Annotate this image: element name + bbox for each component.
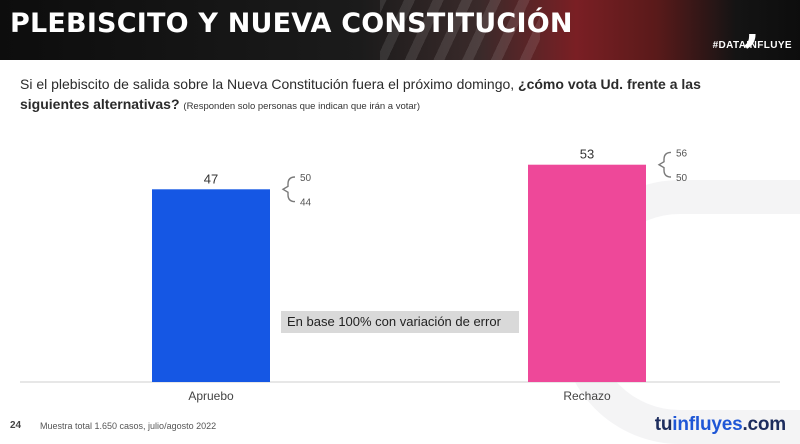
error-low-label-apruebo: 44: [300, 198, 312, 209]
tuinfluyes-logo: tuinfluyes.com: [655, 414, 786, 436]
error-low-label-rechazo: 50: [676, 173, 688, 184]
hashtag-label: #DATAINFLUYE: [712, 40, 792, 51]
error-high-label-apruebo: 50: [300, 173, 312, 184]
bar-apruebo: [152, 189, 270, 382]
logo-part-com: .com: [742, 414, 786, 435]
header-decoration: [380, 0, 540, 60]
error-variation-note: En base 100% con variación de error: [281, 311, 519, 333]
header-banner: PLEBISCITO Y NUEVA CONSTITUCIÓN , #DATAI…: [0, 0, 800, 60]
question-note: (Responden solo personas que indican que…: [183, 101, 421, 112]
question-bold-text: ¿cómo vota Ud. frente a las siguientes a…: [20, 76, 701, 112]
logo-part-influyes: influyes: [672, 414, 743, 435]
error-bracket-apruebo: [281, 176, 296, 203]
category-label-apruebo: Apruebo: [188, 389, 234, 403]
value-label-apruebo: 47: [204, 171, 218, 186]
question-text: Si el plebiscito de salida sobre la Nuev…: [20, 76, 519, 92]
category-label-rechazo: Rechazo: [563, 389, 611, 403]
brand-comma-icon: ,: [744, 0, 761, 52]
page-title: PLEBISCITO Y NUEVA CONSTITUCIÓN: [10, 8, 573, 39]
error-bracket-rechazo: [657, 151, 672, 178]
value-label-rechazo: 53: [580, 147, 594, 162]
bar-rechazo: [528, 164, 646, 382]
error-high-label-rechazo: 56: [676, 148, 688, 159]
logo-part-tu: tu: [654, 414, 673, 435]
survey-question: Si el plebiscito de salida sobre la Nuev…: [20, 74, 760, 117]
page-number: 24: [10, 420, 22, 431]
sample-note: Muestra total 1.650 casos, julio/agosto …: [40, 421, 217, 431]
